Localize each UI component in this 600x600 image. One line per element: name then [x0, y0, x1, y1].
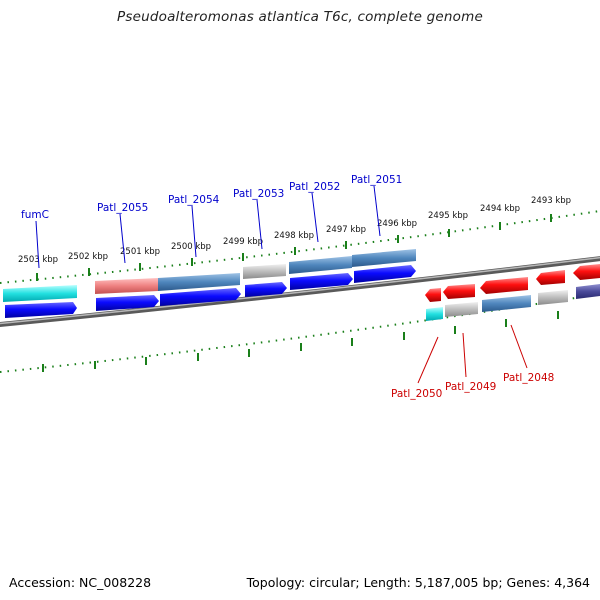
minus-strand-genes — [426, 284, 600, 321]
arrow-patl-2050[interactable] — [425, 288, 441, 302]
gene-patl-2049[interactable] — [445, 302, 478, 317]
label-patl-2055[interactable]: Patl_2055 — [97, 202, 148, 214]
arrow-patl-2048[interactable] — [480, 277, 528, 294]
label-fumC[interactable]: fumC — [21, 209, 49, 221]
gene-next-1[interactable] — [538, 290, 568, 305]
arrow-fumC[interactable] — [5, 302, 77, 318]
map-title: Pseudoalteromonas atlantica T6c, complet… — [117, 9, 483, 25]
ruler-label-2502: 2502 kbp — [68, 252, 108, 262]
arrow-patl-2054[interactable] — [160, 288, 241, 306]
upper-label-leaders — [35, 185, 381, 269]
label-patl-2048[interactable]: Patl_2048 — [503, 372, 554, 384]
upper-track-arrows — [5, 265, 416, 318]
arrow-patl-2055[interactable] — [96, 295, 159, 311]
arrow-patl-2051[interactable] — [354, 265, 416, 283]
ruler-label-2500: 2500 kbp — [171, 242, 211, 252]
upper-ruler-ticks — [36, 214, 552, 281]
lower-label-leaders — [417, 324, 528, 384]
ruler-label-2497: 2497 kbp — [326, 225, 366, 235]
ruler-label-2499: 2499 kbp — [223, 237, 263, 247]
ruler-label-2501: 2501 kbp — [120, 247, 160, 257]
ruler-label-2493: 2493 kbp — [531, 196, 571, 206]
lower-ruler-ticks — [42, 311, 559, 372]
ruler-label-2496: 2496 kbp — [377, 219, 417, 229]
gene-patl-2050[interactable] — [426, 307, 443, 321]
label-patl-2053[interactable]: Patl_2053 — [233, 188, 284, 200]
minus-strand-arrows — [425, 264, 600, 302]
label-patl-2050[interactable]: Patl_2050 — [391, 388, 442, 400]
arrow-patl-2049[interactable] — [443, 284, 475, 299]
label-patl-2052[interactable]: Patl_2052 — [289, 181, 340, 193]
gene-patl-2053[interactable] — [243, 264, 286, 279]
ruler-label-2495: 2495 kbp — [428, 211, 468, 221]
ruler-label-2498: 2498 kbp — [274, 231, 314, 241]
gene-patl-2052[interactable] — [289, 256, 352, 274]
arrow-patl-2053[interactable] — [245, 282, 287, 297]
gene-patl-2055[interactable] — [95, 278, 158, 294]
genome-summary-text: Topology: circular; Length: 5,187,005 bp… — [246, 575, 590, 590]
gene-patl-2048[interactable] — [482, 295, 531, 312]
label-patl-2051[interactable]: Patl_2051 — [351, 174, 402, 186]
genome-backbone — [0, 256, 600, 328]
label-patl-2049[interactable]: Patl_2049 — [445, 381, 496, 393]
gene-next-2[interactable] — [576, 284, 600, 299]
arrow-next-2[interactable] — [573, 264, 600, 280]
arrow-patl-2052[interactable] — [290, 273, 353, 290]
gene-fumC[interactable] — [3, 285, 77, 302]
accession-text: Accession: NC_008228 — [9, 575, 152, 590]
gene-patl-2051[interactable] — [352, 249, 416, 267]
ruler-label-2494: 2494 kbp — [480, 204, 520, 214]
upper-track-genes — [3, 249, 416, 302]
label-patl-2054[interactable]: Patl_2054 — [168, 194, 220, 206]
genome-backbone-highlight — [0, 256, 600, 325]
arrow-next-1[interactable] — [536, 270, 565, 285]
gene-patl-2054[interactable] — [158, 273, 240, 291]
